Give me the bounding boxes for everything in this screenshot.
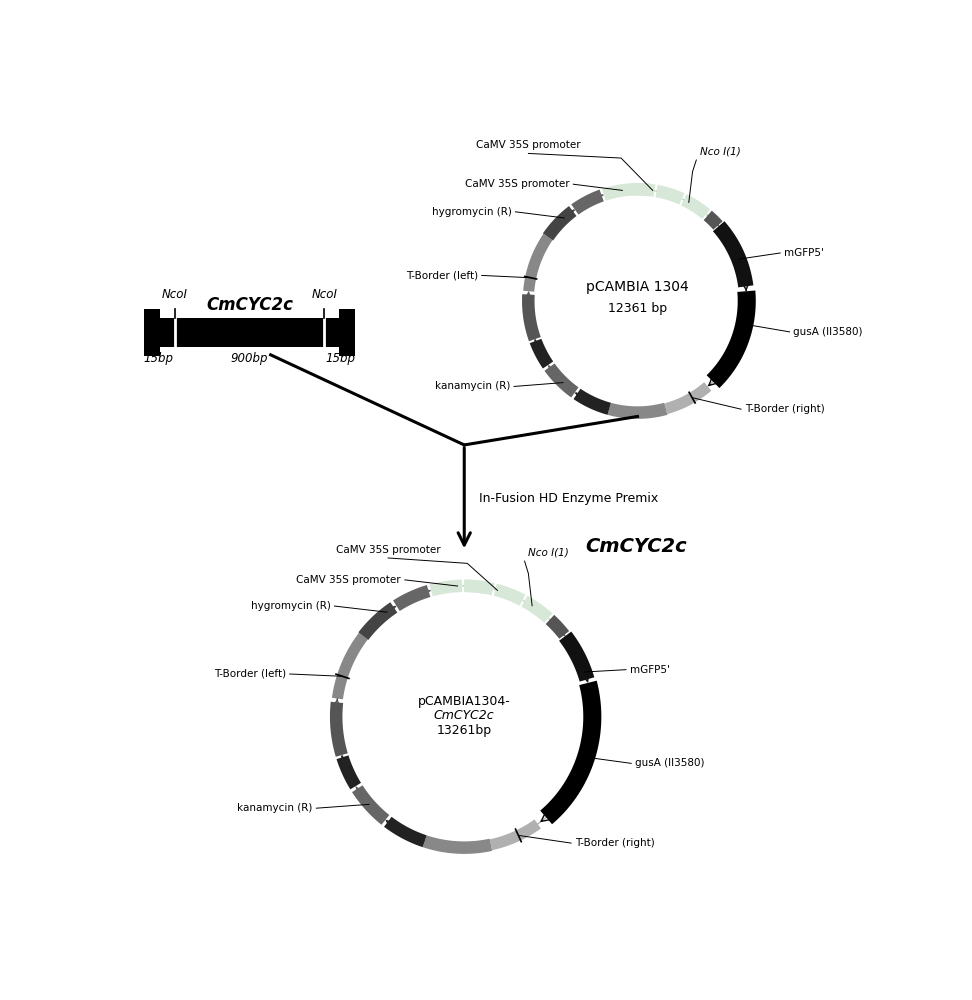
- Text: mGFP5': mGFP5': [630, 665, 670, 675]
- Bar: [144, 318, 355, 347]
- Text: kanamycin (R): kanamycin (R): [237, 803, 313, 813]
- Text: CmCYC2c: CmCYC2c: [585, 537, 686, 556]
- Text: 13261bp: 13261bp: [436, 724, 492, 737]
- Text: hygromycin (R): hygromycin (R): [432, 207, 511, 217]
- Text: CmCYC2c: CmCYC2c: [206, 296, 294, 314]
- Text: In-Fusion HD Enzyme Premix: In-Fusion HD Enzyme Premix: [479, 492, 659, 505]
- Text: gusA (II3580): gusA (II3580): [635, 758, 705, 768]
- Bar: [339, 309, 355, 356]
- Text: 15bp: 15bp: [144, 352, 174, 365]
- Text: T-Border (right): T-Border (right): [574, 838, 654, 848]
- Text: pCAMBIA 1304: pCAMBIA 1304: [586, 280, 689, 294]
- Bar: [144, 309, 159, 356]
- Text: NcoI: NcoI: [161, 288, 188, 301]
- Text: 12361 bp: 12361 bp: [608, 302, 667, 315]
- Text: 15bp: 15bp: [326, 352, 355, 365]
- Text: Nco I(1): Nco I(1): [700, 146, 741, 156]
- Text: gusA (II3580): gusA (II3580): [793, 327, 863, 337]
- Text: CmCYC2c: CmCYC2c: [434, 709, 495, 722]
- Text: pCAMBIA1304-: pCAMBIA1304-: [418, 695, 510, 708]
- Text: hygromycin (R): hygromycin (R): [251, 601, 330, 611]
- Text: CaMV 35S promoter: CaMV 35S promoter: [296, 575, 401, 585]
- Text: T-Border (right): T-Border (right): [745, 404, 824, 414]
- Text: CaMV 35S promoter: CaMV 35S promoter: [465, 179, 570, 189]
- Text: 900bp: 900bp: [230, 352, 268, 365]
- Text: T-Border (left): T-Border (left): [214, 669, 286, 679]
- Text: NcoI: NcoI: [311, 288, 337, 301]
- Text: kanamycin (R): kanamycin (R): [434, 381, 510, 391]
- Text: mGFP5': mGFP5': [784, 248, 824, 258]
- Text: T-Border (left): T-Border (left): [406, 270, 478, 280]
- Text: CaMV 35S promoter: CaMV 35S promoter: [476, 140, 580, 150]
- Text: Nco I(1): Nco I(1): [529, 547, 569, 557]
- Text: CaMV 35S promoter: CaMV 35S promoter: [336, 545, 440, 555]
